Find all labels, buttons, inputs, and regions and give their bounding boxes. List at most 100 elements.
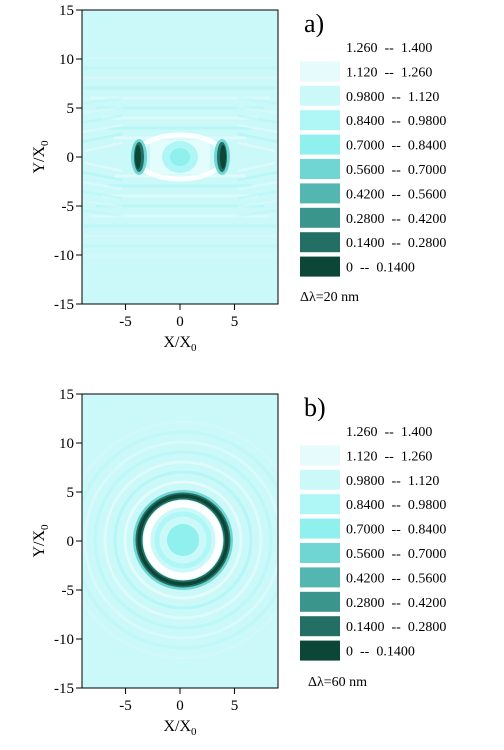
legend-swatch — [300, 445, 340, 466]
fringe-band — [82, 114, 123, 124]
x-tick-label: 0 — [176, 314, 184, 330]
fringe-band — [237, 170, 278, 182]
heatmap-b-inner-fringe — [154, 511, 212, 569]
y-tick-label: 10 — [59, 436, 74, 452]
legend-label: 1.260 -- 1.400 — [346, 41, 432, 56]
x-ticks-b: -5 0 5 — [119, 688, 238, 714]
panel-a: 15 10 5 0 -5 -10 -15 -5 0 5 X/X0 Y/X0 a) 1.260 -… — [31, 3, 446, 354]
fringe-ring — [82, 430, 278, 650]
legend-label: 0.1400 -- 0.2800 — [346, 620, 446, 635]
fringe-band — [82, 105, 123, 115]
legend-label: 0.2800 -- 0.4200 — [346, 212, 446, 227]
legend-swatch — [300, 469, 340, 490]
fringe-band — [84, 161, 123, 173]
y-tick-label: 5 — [67, 101, 75, 117]
legend-swatch — [300, 61, 340, 82]
fringe-band — [237, 141, 276, 153]
legend-label: 0.4200 -- 0.5600 — [346, 187, 446, 202]
y-tick-label: -15 — [54, 681, 74, 697]
fringe-band — [237, 180, 278, 191]
fringe-band — [82, 190, 123, 200]
heatmap-b-inner-bright — [143, 500, 223, 580]
y-tick-label: -5 — [62, 583, 75, 599]
fringe-band — [237, 199, 278, 209]
legend-swatch — [300, 37, 340, 57]
x-tick-label: -5 — [119, 698, 132, 714]
fringe-band — [84, 141, 123, 153]
heatmap-b-fringes — [82, 420, 278, 660]
y-tick-label: 15 — [59, 3, 74, 19]
y-tick-label: 0 — [67, 534, 75, 550]
legend-label: 0.7000 -- 0.8400 — [346, 523, 446, 538]
y-tick-label: 15 — [59, 387, 74, 403]
legend-label: 0.5600 -- 0.7000 — [346, 547, 446, 562]
fringe-band — [237, 96, 278, 105]
fringe-band — [237, 132, 278, 144]
fringe-band — [82, 123, 123, 134]
fringe-ring — [103, 460, 263, 620]
x-axis-label-a: X/X0 — [163, 334, 197, 354]
fringe-ring — [123, 480, 243, 600]
fringe-ring — [83, 440, 278, 640]
fringe-band — [237, 114, 278, 124]
legend-swatch — [300, 256, 340, 277]
x-tick-label: 5 — [231, 698, 239, 714]
fringe-band — [237, 209, 278, 218]
legend-swatch — [300, 616, 340, 637]
legend-a: 1.260 -- 1.400 1.120 -- 1.260 0.9800 -- 1.… — [300, 37, 446, 277]
y-axis-label-b: Y/X0 — [31, 524, 51, 558]
fringe-band — [82, 209, 123, 218]
legend-swatch — [300, 518, 340, 539]
legend-swatch — [300, 159, 340, 179]
heatmap-a-right-lobe — [214, 139, 230, 175]
heatmap-a-central-spot-core — [170, 148, 190, 166]
legend-label: 0.2800 -- 0.4200 — [346, 596, 446, 611]
legend-swatch — [300, 134, 340, 155]
y-tick-label: 0 — [67, 150, 75, 166]
heatmap-b-ring-outer-halo — [133, 490, 233, 590]
fringe-band — [237, 161, 276, 173]
y-tick-label: -15 — [54, 297, 74, 313]
legend-swatch — [300, 232, 340, 253]
legend-label: 0 -- 0.1400 — [346, 261, 415, 276]
legend-label: 0.9800 -- 1.120 — [346, 474, 439, 489]
y-ticks-b: 15 10 5 0 -5 -10 -15 — [54, 387, 82, 697]
fringe-band — [82, 180, 123, 191]
legend-swatch — [300, 567, 340, 588]
legend-label: 0 -- 0.1400 — [346, 645, 415, 660]
legend-label: 0.1400 -- 0.2800 — [346, 236, 446, 251]
fringe-ring — [82, 420, 278, 660]
heatmap-b-ring-core — [137, 494, 229, 586]
y-tick-label: -5 — [62, 199, 75, 215]
legend-label: 0.4200 -- 0.5600 — [346, 571, 446, 586]
fringe-band — [237, 105, 278, 115]
fringe-band — [82, 170, 123, 182]
legend-label: 1.120 -- 1.260 — [346, 65, 432, 80]
legend-swatch — [300, 110, 340, 131]
legend-label: 0.8400 -- 0.9800 — [346, 114, 446, 129]
panel-b: 15 10 5 0 -5 -10 -15 -5 0 5 X/X0 Y/X0 b) 1.260 -… — [31, 387, 446, 738]
heatmap-a — [82, 10, 278, 304]
legend-b: 1.260 -- 1.400 1.120 -- 1.260 0.9800 -- 1.… — [300, 421, 446, 661]
x-tick-label: 0 — [176, 698, 184, 714]
legend-swatch — [300, 207, 340, 228]
annotation-a: Δλ=20 nm — [300, 290, 359, 305]
heatmap-b-centre — [167, 524, 199, 556]
legend-swatch — [300, 640, 340, 661]
y-axis-label-a: Y/X0 — [31, 140, 51, 174]
fringe-ring — [113, 470, 253, 610]
panel-label-a: a) — [304, 9, 324, 38]
legend-swatch — [300, 591, 340, 612]
legend-label: 0.5600 -- 0.7000 — [346, 163, 446, 178]
legend-label: 0.8400 -- 0.9800 — [346, 498, 446, 513]
panel-label-b: b) — [304, 393, 326, 422]
y-tick-label: -10 — [54, 248, 74, 264]
heatmap-b — [82, 394, 278, 688]
legend-swatch — [300, 85, 340, 106]
y-ticks-a: 15 10 5 0 -5 -10 -15 — [54, 3, 82, 313]
fringe-band — [237, 123, 278, 134]
legend-swatch — [300, 183, 340, 204]
x-tick-label: 5 — [231, 314, 239, 330]
y-tick-label: 10 — [59, 52, 74, 68]
